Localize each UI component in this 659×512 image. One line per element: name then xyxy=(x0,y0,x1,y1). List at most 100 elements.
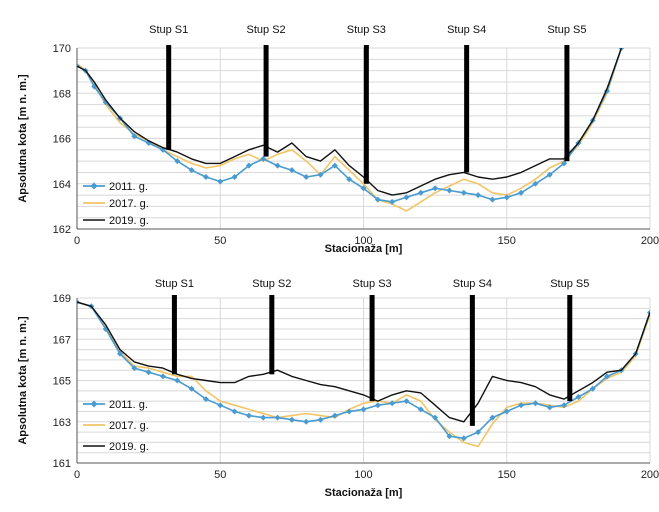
data-point xyxy=(188,167,195,174)
data-point xyxy=(303,418,310,425)
legend-marker xyxy=(90,182,98,190)
y-tick-label: 165 xyxy=(53,376,71,388)
data-point xyxy=(417,406,424,413)
x-axis-label: Stacionaža [m] xyxy=(325,487,403,499)
data-point xyxy=(374,402,381,409)
pier-label: Stup S1 xyxy=(149,24,188,36)
x-tick-label: 0 xyxy=(74,235,80,247)
chart-2: 161 163 165 167 169 0 50 100 150 200 Stacionaža [m… xyxy=(17,278,659,499)
data-point xyxy=(446,433,453,440)
data-point xyxy=(245,162,252,169)
data-point xyxy=(174,377,181,384)
data-point xyxy=(317,171,324,178)
data-point xyxy=(518,402,525,409)
data-point xyxy=(432,185,439,192)
data-point xyxy=(317,416,324,423)
y-tick-label: 164 xyxy=(53,179,71,191)
data-point xyxy=(503,408,510,415)
x-tick-label: 150 xyxy=(498,469,516,481)
data-point xyxy=(274,414,281,421)
data-point xyxy=(231,408,238,415)
legend-label: 2011. g. xyxy=(109,181,148,193)
pier-label: Stup S1 xyxy=(155,278,194,290)
y-axis-label: Apsolutna kota [m n. m.] xyxy=(17,316,29,445)
data-point xyxy=(532,400,539,407)
series-line-2 xyxy=(77,48,623,212)
y-tick-label: 161 xyxy=(53,458,71,470)
data-point xyxy=(188,385,195,392)
data-point xyxy=(403,194,410,201)
pier-bar xyxy=(469,295,475,426)
data-point xyxy=(417,189,424,196)
pier-bar xyxy=(166,45,172,150)
data-point xyxy=(503,194,510,201)
data-point xyxy=(274,162,281,169)
data-point xyxy=(202,173,209,180)
data-point xyxy=(475,192,482,199)
y-tick-label: 162 xyxy=(53,224,71,236)
data-point xyxy=(360,406,367,413)
x-tick-label: 200 xyxy=(641,235,659,247)
x-tick-label: 50 xyxy=(214,235,226,247)
data-point xyxy=(561,402,568,409)
y-tick-label: 168 xyxy=(53,88,71,100)
legend-label: 2019. g. xyxy=(109,441,149,453)
pier-bar xyxy=(464,45,470,173)
series-line-3 xyxy=(77,48,623,196)
pier-label: Stup S2 xyxy=(252,278,291,290)
x-tick-label: 200 xyxy=(641,469,659,481)
data-point xyxy=(131,365,138,372)
data-point xyxy=(546,404,553,411)
chart-1: 162 164 166 168 170 0 50 100 150 200 Stacionaža [m… xyxy=(17,24,659,255)
data-point xyxy=(346,408,353,415)
pier-label: Stup S5 xyxy=(547,24,586,36)
pier-label: Stup S5 xyxy=(550,278,589,290)
y-tick-label: 170 xyxy=(53,43,71,55)
data-point xyxy=(489,196,496,203)
pier-label: Stup S4 xyxy=(447,24,486,36)
data-point xyxy=(575,394,582,400)
x-tick-label: 50 xyxy=(214,469,226,481)
data-point xyxy=(546,171,553,178)
data-point xyxy=(532,180,539,187)
y-tick-label: 163 xyxy=(53,417,71,429)
data-point xyxy=(475,429,482,436)
x-tick-label: 100 xyxy=(354,235,372,247)
y-tick-label: 166 xyxy=(53,134,71,146)
data-point xyxy=(288,416,295,423)
data-point xyxy=(346,176,353,183)
series-line-1 xyxy=(77,48,623,203)
legend-marker xyxy=(90,400,98,408)
pier-label: Stup S3 xyxy=(353,278,392,290)
x-tick-label: 100 xyxy=(354,469,372,481)
data-point xyxy=(174,158,181,165)
pier-label: Stup S4 xyxy=(453,278,492,290)
data-point xyxy=(374,196,381,203)
x-tick-label: 0 xyxy=(74,469,80,481)
data-point xyxy=(217,402,224,409)
data-point xyxy=(604,373,611,380)
legend-label: 2019. g. xyxy=(109,215,149,227)
data-point xyxy=(561,160,568,167)
data-point xyxy=(518,189,525,196)
pier-bar xyxy=(564,45,570,162)
legend-label: 2017. g. xyxy=(109,420,149,432)
data-point xyxy=(389,198,396,205)
data-point xyxy=(288,167,295,174)
data-point xyxy=(116,350,123,357)
data-point xyxy=(360,185,367,192)
data-point xyxy=(159,373,166,380)
legend-label: 2017. g. xyxy=(109,198,149,210)
data-point xyxy=(589,385,596,392)
legend-label: 2011. g. xyxy=(109,399,148,411)
data-point xyxy=(460,189,467,196)
x-tick-label: 150 xyxy=(498,235,516,247)
data-point xyxy=(489,414,496,421)
pier-bar xyxy=(263,45,269,157)
data-point xyxy=(231,173,238,180)
y-tick-label: 167 xyxy=(53,334,71,346)
x-axis-label: Stacionaža [m] xyxy=(325,243,403,255)
data-point xyxy=(446,187,453,194)
